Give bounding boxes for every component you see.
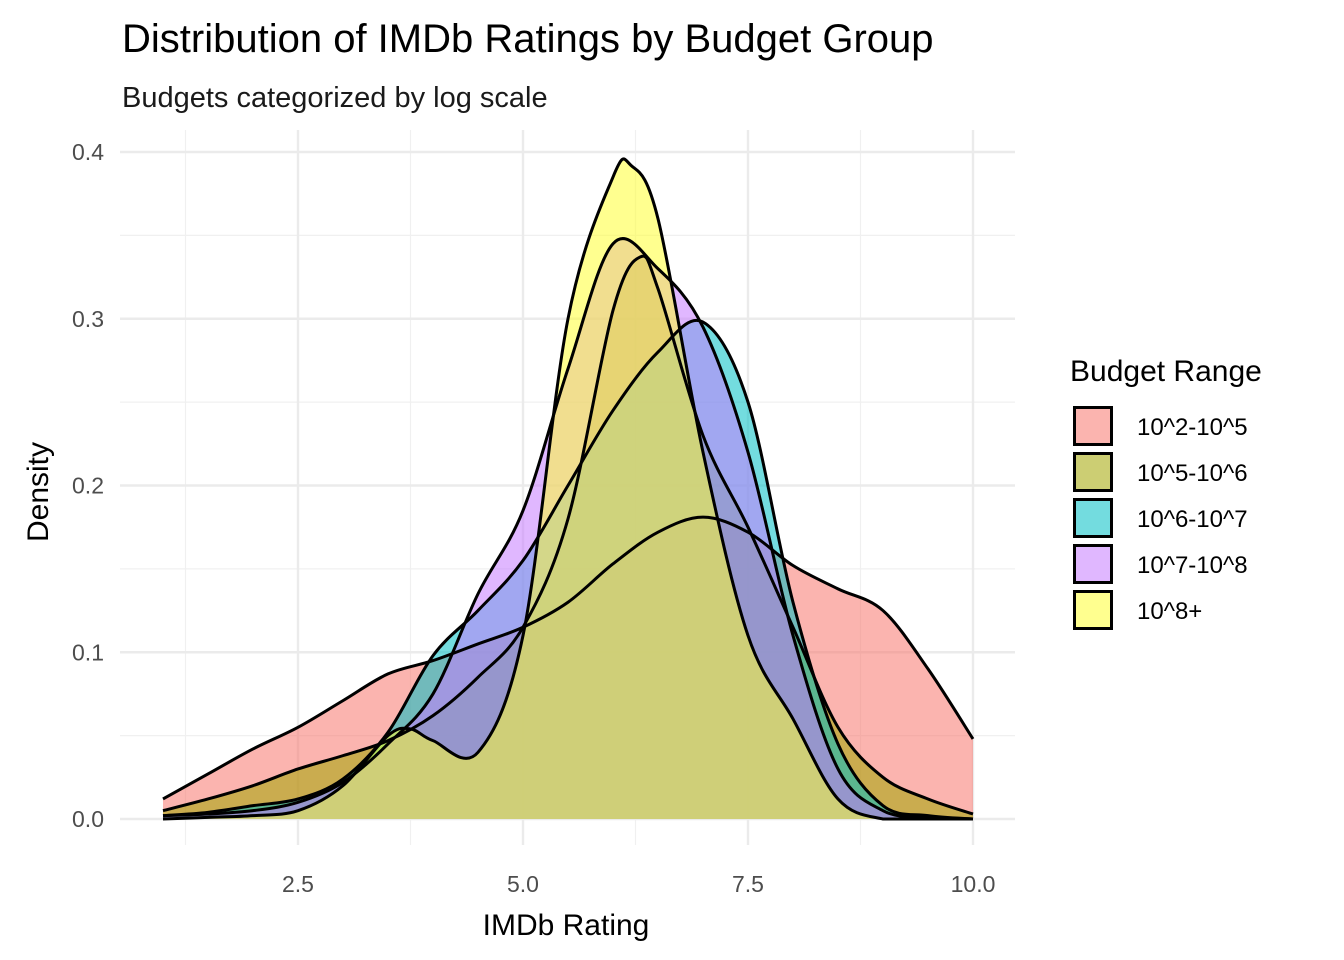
x-tick-label-3: 10.0 xyxy=(951,871,996,897)
legend-swatch-1 xyxy=(1073,452,1113,492)
legend-label-3: 10^7-10^8 xyxy=(1137,552,1248,579)
legend-label-0: 10^2-10^5 xyxy=(1137,414,1248,441)
density-area-4 xyxy=(163,158,973,819)
y-tick-label-4: 0.4 xyxy=(72,139,104,165)
legend-label-4: 10^8+ xyxy=(1137,598,1202,625)
x-tick-label-0: 2.5 xyxy=(282,871,314,897)
y-axis-ticks: 0.0 0.1 0.2 0.3 0.4 xyxy=(72,139,104,832)
density-line-4 xyxy=(162,157,973,821)
y-tick-label-2: 0.2 xyxy=(72,473,104,499)
chart-title: Distribution of IMDb Ratings by Budget G… xyxy=(122,17,934,61)
density-outlines xyxy=(162,157,975,821)
x-axis-ticks: 2.5 5.0 7.5 10.0 xyxy=(282,871,995,897)
y-axis-title: Density xyxy=(22,442,55,542)
legend-swatch-3 xyxy=(1073,544,1113,584)
density-areas xyxy=(163,158,973,819)
density-line-0 xyxy=(162,515,975,801)
y-tick-label-3: 0.3 xyxy=(72,306,104,332)
y-tick-label-0: 0.0 xyxy=(72,806,104,832)
y-tick-label-1: 0.1 xyxy=(72,639,104,665)
legend-swatch-2 xyxy=(1073,498,1113,538)
legend-swatch-4 xyxy=(1073,590,1113,630)
legend-label-2: 10^6-10^7 xyxy=(1137,506,1248,533)
x-tick-label-1: 5.0 xyxy=(507,871,539,897)
legend-label-1: 10^5-10^6 xyxy=(1137,460,1248,487)
density-line-2 xyxy=(162,318,974,821)
x-tick-label-2: 7.5 xyxy=(732,871,764,897)
legend-title: Budget Range xyxy=(1070,355,1262,388)
x-axis-title: IMDb Rating xyxy=(483,909,650,942)
legend: Budget Range 10^2-10^5 10^5-10^6 10^6-10^7… xyxy=(1070,355,1262,630)
density-line-3 xyxy=(162,237,974,821)
density-line-1 xyxy=(162,254,974,816)
chart-subtitle: Budgets categorized by log scale xyxy=(122,82,548,114)
legend-swatch-0 xyxy=(1073,406,1113,446)
